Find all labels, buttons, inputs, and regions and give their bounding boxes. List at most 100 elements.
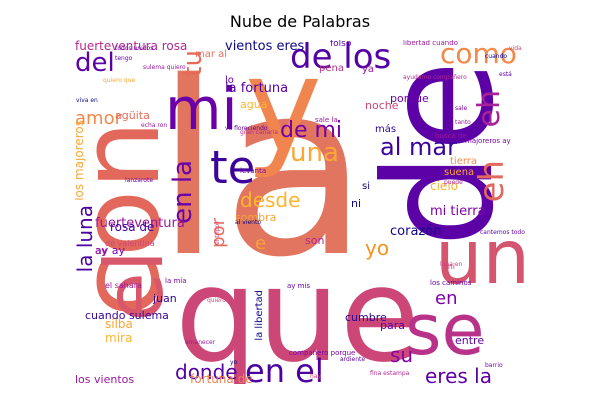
cloud-word: eres la: [425, 364, 492, 384]
cloud-word: ay ay: [95, 244, 125, 257]
cloud-word: en la: [168, 160, 198, 224]
cloud-word: ardiente: [340, 356, 366, 363]
cloud-word: fuerteventura: [95, 216, 185, 231]
cloud-word: si: [362, 181, 370, 192]
cloud-word: cuando sulema: [85, 309, 169, 322]
cloud-word: amor: [75, 108, 122, 129]
cloud-word: que: [175, 239, 420, 384]
cloud-word: está: [499, 71, 512, 78]
cloud-word: mar al: [195, 49, 228, 60]
cloud-word: al viento: [235, 219, 261, 226]
cloud-word: fina estampa: [370, 370, 410, 377]
cloud-word: mi: [445, 262, 456, 271]
cloud-word: eh: [472, 160, 512, 203]
cloud-word: lo: [225, 75, 234, 86]
cloud-word: yo: [365, 236, 390, 260]
cloud-word: e: [255, 233, 267, 254]
cloud-word: busca de: [435, 132, 467, 140]
cloud-word: compañero porque: [289, 349, 356, 357]
cloud-word: en: [435, 288, 458, 309]
cloud-word: lanzarote: [125, 177, 154, 184]
cloud-word: puede: [444, 179, 463, 186]
cloud-word: noche: [365, 99, 399, 112]
cloud-word: quiero: [207, 297, 226, 304]
cloud-word: eh: [472, 90, 507, 128]
cloud-word: hay: [310, 373, 322, 380]
cloud-word: la mía: [165, 277, 187, 285]
cloud-word: echa ron: [141, 122, 168, 129]
cloud-word: sombra: [235, 211, 277, 224]
cloud-word: ay mis: [287, 282, 311, 290]
cloud-word: un: [435, 213, 525, 301]
cloud-word: entre: [455, 334, 485, 347]
cloud-word: libertad cuando: [403, 40, 458, 47]
cloud-word: juan: [153, 292, 177, 305]
cloud-word: yo: [230, 359, 238, 366]
cloud-word: el sahara: [105, 281, 142, 290]
cloud-word: los caminos: [430, 279, 472, 287]
chart-title: Nube de Palabras: [229, 12, 371, 31]
cloud-word: del: [75, 48, 115, 78]
cloud-word: tanto: [455, 119, 471, 126]
cloud-word: la libertad: [254, 290, 265, 341]
cloud-word: al mar: [380, 133, 457, 161]
cloud-word: amanecer: [185, 339, 216, 346]
cloud-word: viva en: [76, 97, 98, 104]
cloud-word: ayudame compañero: [403, 74, 467, 81]
cloud-word: ni: [351, 197, 362, 210]
cloud-word: agüita: [115, 109, 150, 122]
cloud-word: para: [380, 319, 405, 332]
cloud-word: son: [305, 234, 325, 247]
cloud-word: la luna: [75, 205, 97, 273]
cloud-word: el tripol: [214, 222, 221, 245]
cloud-word: más: [375, 124, 397, 135]
cloud-word: folso: [330, 40, 352, 49]
cloud-word: porque: [390, 92, 429, 105]
cloud-word: ay: [95, 246, 108, 257]
cloud-word: tierra: [450, 156, 478, 167]
cloud-word: todos unidos: [115, 45, 154, 52]
cloud-word: pena: [319, 63, 344, 74]
cloud-word: mira: [105, 331, 133, 345]
cloud-word: de valentina: [105, 239, 155, 248]
cloud-word: rosa de: [110, 220, 155, 234]
cloud-word: los majoreros: [75, 120, 86, 201]
cloud-word: una: [290, 138, 339, 168]
cloud-word: barrio: [485, 362, 503, 369]
cloud-word: mi tierra: [430, 204, 486, 219]
cloud-word: fortuna de: [190, 372, 253, 384]
cloud-word: gran canaria: [240, 129, 278, 136]
cloud-word: se: [405, 289, 485, 371]
cloud-word: cuando: [485, 53, 508, 60]
cloud-word: sale la: [315, 116, 338, 124]
word-cloud: la y de que se un con el mi te en el eh eh de los como…: [75, 40, 525, 384]
cloud-word: la: [155, 40, 369, 310]
cloud-word: fuerteventura rosa: [75, 40, 188, 53]
cloud-word: cumbre: [345, 311, 387, 324]
cloud-word: silba: [105, 317, 133, 331]
cloud-word: cielo: [430, 179, 458, 193]
cloud-word: majoreros ay: [465, 137, 511, 145]
cloud-word: vientos eres: [225, 40, 305, 54]
cloud-word: corazón: [390, 224, 442, 239]
cloud-word: quiero que: [103, 77, 136, 84]
cloud-word: de mi: [280, 118, 343, 143]
cloud-word: mi: [165, 75, 238, 143]
cloud-word: y: [245, 40, 322, 181]
cloud-word: la fortuna: [225, 81, 289, 96]
cloud-word: suena: [444, 167, 475, 178]
cloud-word: cantemos todos: [480, 229, 525, 236]
cloud-word: va floreciendo: [225, 125, 268, 132]
cloud-word: luna en: [440, 261, 463, 268]
cloud-word: de los: [290, 40, 392, 77]
cloud-word: te: [210, 141, 256, 194]
cloud-word: su: [390, 343, 414, 367]
cloud-word: en el: [245, 352, 324, 384]
cloud-word: levanta: [240, 167, 267, 175]
cloud-word: agua: [240, 98, 268, 111]
cloud-word: desde: [240, 188, 301, 212]
cloud-word: sale: [455, 105, 468, 112]
cloud-word: tengo: [115, 55, 133, 62]
cloud-word: ya: [362, 64, 375, 75]
cloud-word: los vientos: [75, 373, 135, 384]
